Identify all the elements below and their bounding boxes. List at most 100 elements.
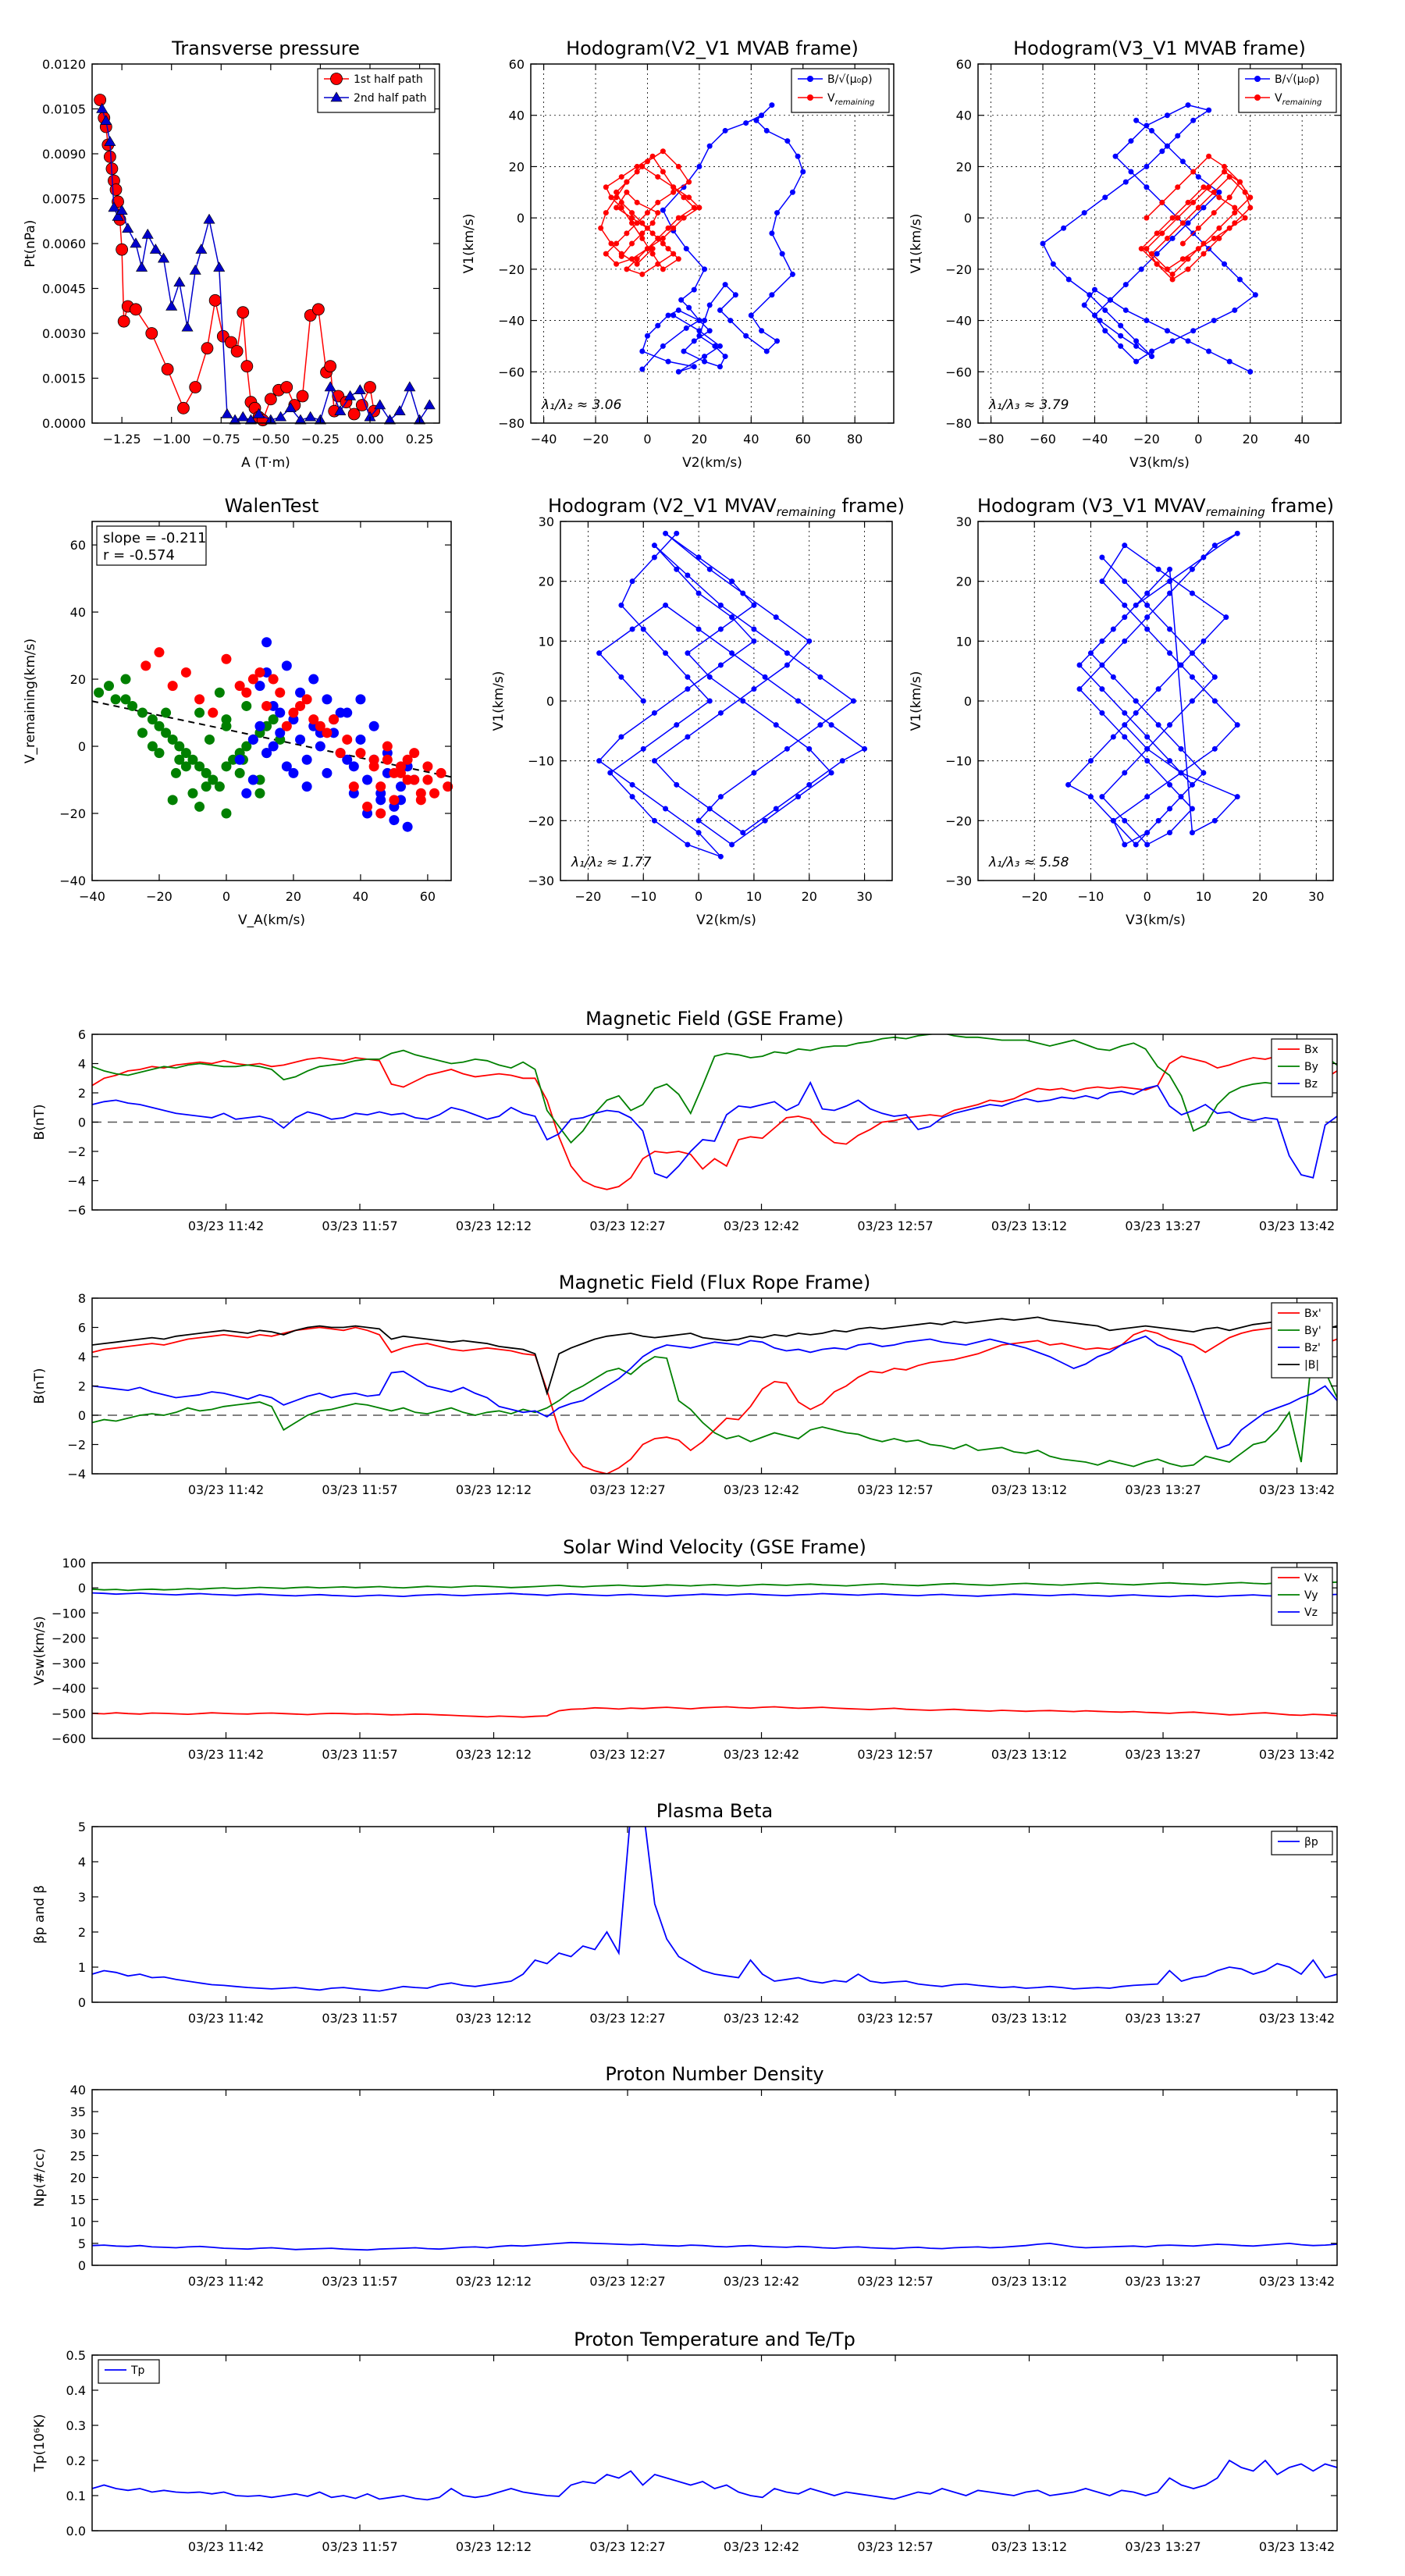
data-point — [695, 554, 702, 560]
data-point — [422, 774, 433, 785]
data-point — [762, 674, 768, 680]
data-point — [180, 761, 191, 772]
data-point — [640, 698, 646, 704]
data-point — [1167, 722, 1173, 728]
y-tick-label: 0 — [78, 2258, 86, 2273]
y-tick-label: −60 — [498, 365, 525, 379]
data-point — [663, 650, 669, 656]
data-point — [1110, 817, 1116, 824]
y-tick-label: 20 — [70, 2171, 86, 2186]
y-tick-label: 1 — [78, 1960, 86, 1975]
data-point — [1144, 614, 1151, 621]
data-point — [1155, 566, 1161, 572]
data-point — [103, 150, 116, 163]
legend-label: Bx — [1304, 1044, 1318, 1056]
data-point — [717, 602, 724, 608]
data-point — [1178, 745, 1184, 752]
legend-label: By — [1304, 1061, 1318, 1073]
data-point — [614, 194, 620, 201]
x-tick-label: 03/23 11:57 — [322, 1747, 397, 1762]
data-point — [1144, 794, 1151, 800]
data-point — [614, 205, 620, 211]
y-tick-label: 0.0120 — [42, 57, 86, 72]
data-point — [354, 384, 366, 395]
data-point — [670, 184, 677, 190]
data-point — [850, 698, 856, 704]
data-point — [1144, 745, 1151, 752]
data-point — [329, 714, 340, 725]
data-point — [229, 414, 241, 425]
data-point — [839, 758, 845, 764]
data-point — [774, 338, 781, 344]
data-point — [130, 237, 142, 248]
series-2 — [140, 647, 454, 819]
y-tick-label: 0 — [517, 211, 525, 226]
data-point — [1144, 841, 1151, 848]
data-point — [644, 333, 650, 339]
series-line-0 — [92, 1055, 1337, 1190]
data-point — [1110, 674, 1116, 680]
y-axis-label: V1(km/s) — [909, 214, 924, 274]
data-point — [596, 758, 603, 764]
series-line — [99, 99, 375, 422]
data-point — [244, 414, 257, 425]
chart-mag_gse: −6 −4 −2 0 2 4 6 03/23 11:42 03/23 11:57 03/23 12… — [32, 1008, 1338, 1233]
data-point — [149, 244, 162, 254]
data-point — [281, 660, 292, 671]
y-tick-label: 0.2 — [66, 2453, 86, 2468]
data-point — [1232, 220, 1238, 226]
data-point — [685, 572, 691, 578]
data-point — [1226, 194, 1232, 201]
data-point — [655, 322, 661, 329]
data-point — [1102, 194, 1108, 201]
series-line — [1140, 155, 1251, 280]
data-point — [686, 179, 692, 185]
x-tick-label: 03/23 11:57 — [322, 1219, 397, 1233]
data-point — [268, 674, 279, 685]
data-point — [1091, 286, 1097, 293]
data-point — [296, 390, 309, 403]
x-tick-label: 03/23 11:42 — [188, 2539, 264, 2554]
data-point — [1138, 246, 1144, 252]
data-point — [1185, 266, 1191, 272]
series-line-3 — [92, 1316, 1337, 1397]
data-point — [127, 700, 138, 711]
data-point — [1155, 686, 1161, 692]
y-axis-label: Tp(10⁶K) — [32, 2414, 48, 2472]
data-point — [691, 286, 697, 293]
series-line-1 — [92, 1034, 1337, 1144]
plot-frame — [91, 1297, 1338, 1475]
x-tick-label: 0 — [695, 889, 702, 904]
data-point — [1154, 230, 1160, 237]
y-tick-label: −30 — [528, 873, 554, 888]
plot-frame — [530, 63, 895, 424]
data-point — [1144, 215, 1150, 221]
x-tick-label: 03/23 13:27 — [1125, 1747, 1200, 1762]
data-point — [702, 318, 708, 324]
data-point — [214, 781, 225, 792]
legend-label: B/√(μ₀ρ) — [827, 73, 873, 86]
y-axis-label: V_remaining(km/s) — [23, 639, 38, 763]
y-axis-label: Pt(nPa) — [23, 220, 38, 268]
y-tick-label: 0 — [78, 1995, 86, 2010]
data-point — [789, 271, 795, 277]
data-point — [1144, 318, 1150, 324]
x-tick-label: 03/23 13:42 — [1259, 2011, 1335, 2026]
stats-text: r = -0.574 — [103, 547, 175, 564]
data-point — [769, 230, 775, 237]
data-point — [618, 734, 624, 740]
data-point — [1211, 745, 1218, 752]
data-point — [639, 235, 646, 241]
data-point — [608, 194, 614, 201]
data-point — [396, 781, 407, 792]
x-tick-label: 03/23 12:57 — [857, 2011, 933, 2026]
data-point — [674, 530, 680, 536]
y-tick-label: 6 — [78, 1027, 86, 1042]
data-point — [203, 213, 215, 224]
y-tick-label: 0.5 — [66, 2348, 86, 2363]
data-point — [1190, 169, 1197, 175]
y-tick-label: −4 — [67, 1467, 86, 1482]
y-tick-label: −400 — [52, 1681, 86, 1696]
data-point — [753, 117, 759, 123]
data-point — [629, 626, 635, 632]
